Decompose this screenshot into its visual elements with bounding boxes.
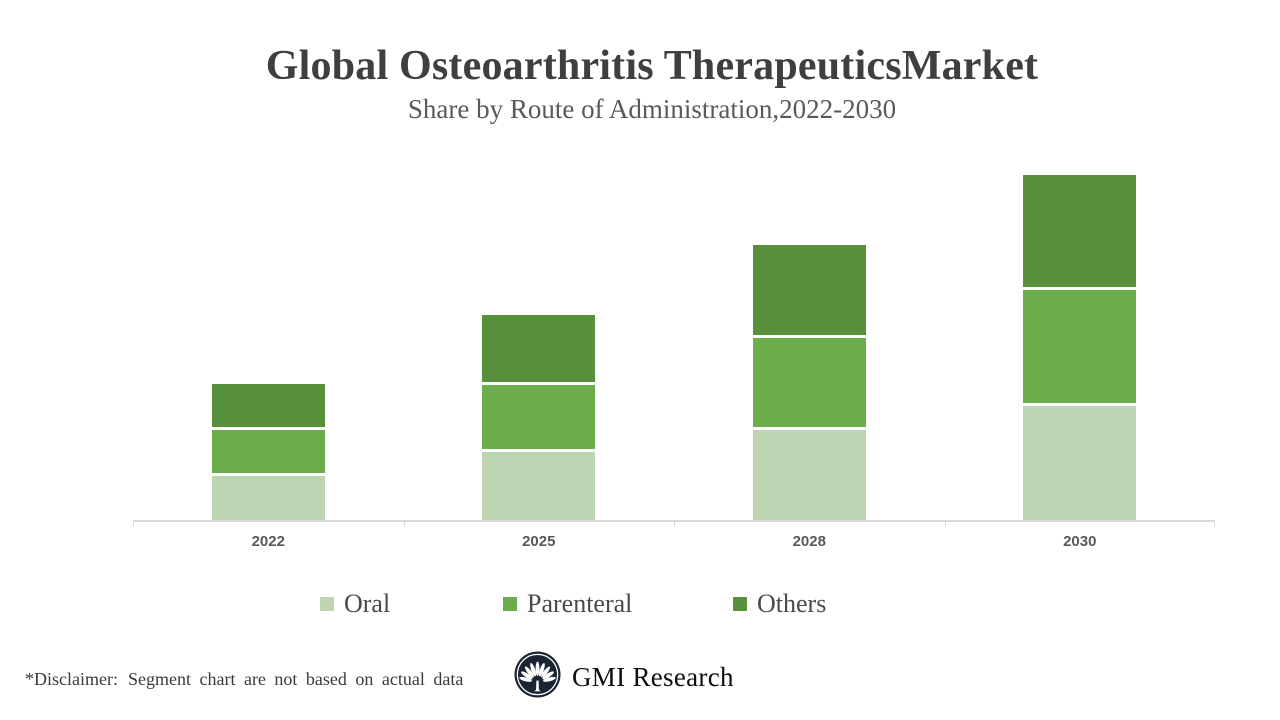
brand-block: GMI Research [514, 651, 734, 703]
bar-2030 [1023, 175, 1137, 520]
x-axis-tick [133, 522, 134, 527]
x-axis-label-2028: 2028 [792, 533, 826, 550]
segment-parenteral-2028 [752, 338, 866, 427]
segment-oral-2030 [1023, 406, 1137, 520]
x-axis-tick [1214, 522, 1215, 527]
x-axis-tick [944, 522, 946, 527]
bar-2025 [482, 315, 596, 520]
legend-swatch-parenteral [503, 597, 517, 611]
legend-label-others: Others [757, 589, 827, 618]
segment-oral-2022 [211, 476, 325, 520]
disclaimer-text: Segment chart are not based on actual da… [127, 669, 464, 689]
bar-2022 [211, 384, 325, 520]
segment-others-2022 [211, 384, 325, 427]
disclaimer-label: *Disclaimer: [25, 669, 118, 689]
legend-label-oral: Oral [344, 589, 391, 618]
segment-parenteral-2030 [1023, 290, 1137, 403]
x-axis-label-2030: 2030 [1063, 533, 1097, 550]
x-axis-tick [403, 522, 405, 527]
segment-others-2028 [752, 245, 866, 335]
segment-others-2025 [482, 315, 596, 382]
legend-swatch-others [733, 597, 747, 611]
chart-subtitle: Share by Route of Administration,2022-20… [407, 94, 897, 124]
legend-item-parenteral: Parenteral [503, 589, 632, 619]
segment-others-2030 [1023, 175, 1137, 287]
brand-name: GMI Research [572, 661, 734, 692]
segment-parenteral-2025 [482, 385, 596, 449]
x-axis-label-2025: 2025 [522, 533, 556, 550]
legend-label-parenteral: Parenteral [527, 589, 633, 618]
x-axis-tick [674, 522, 675, 527]
legend-item-oral: Oral [320, 589, 390, 619]
segment-oral-2028 [752, 430, 866, 520]
legend: Oral Parenteral Others [0, 589, 1280, 619]
segment-parenteral-2022 [211, 430, 325, 473]
x-axis-line [133, 520, 1215, 522]
disclaimer: *Disclaimer: Segment chart are not based … [25, 667, 463, 691]
plot-area: 2022 2025 2028 2030 [133, 120, 1215, 550]
legend-item-others: Others [733, 589, 826, 619]
chart-header: Global Osteoarthritis TherapeuticsMarket… [24, 42, 1280, 126]
fan-tree-icon [514, 651, 561, 703]
legend-swatch-oral [320, 597, 334, 611]
segment-oral-2025 [482, 452, 596, 520]
bar-2028 [752, 245, 866, 520]
x-axis-label-2022: 2022 [251, 533, 285, 550]
chart-title: Global Osteoarthritis TherapeuticsMarket [265, 43, 1039, 89]
